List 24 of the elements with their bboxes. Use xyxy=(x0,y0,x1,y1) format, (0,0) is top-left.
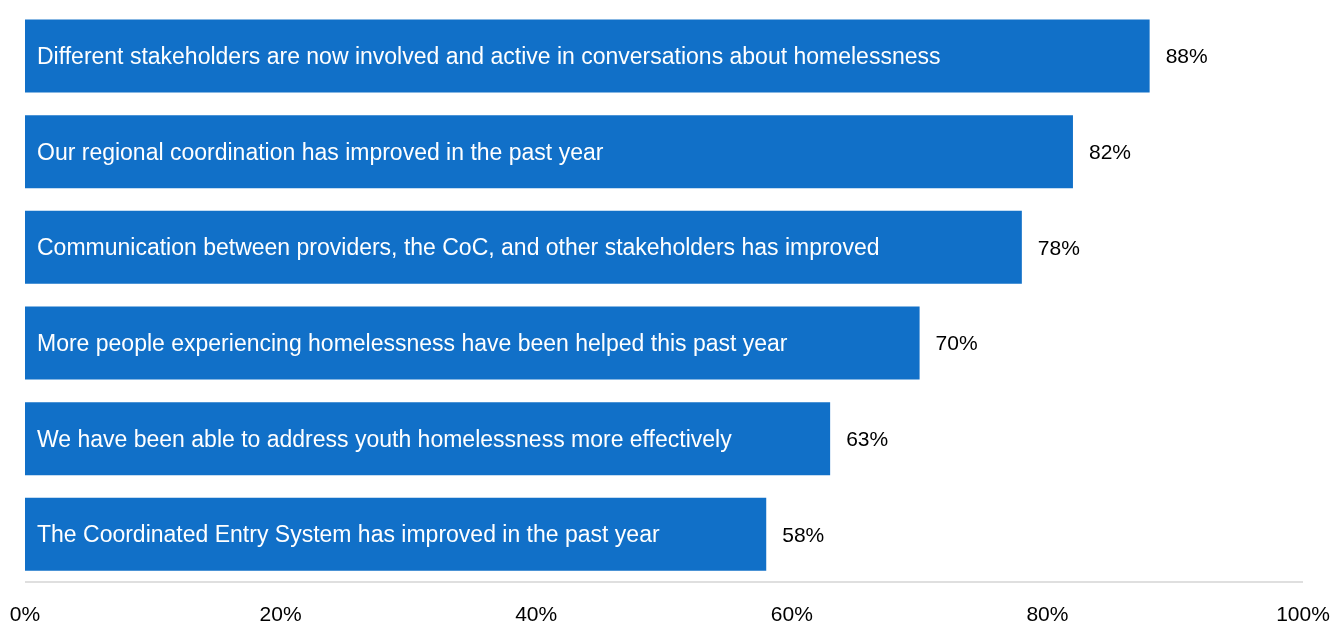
bar xyxy=(25,19,1150,93)
x-tick-label: 20% xyxy=(259,601,302,625)
x-tick-label: 60% xyxy=(770,601,813,625)
x-tick-label: 100% xyxy=(1276,601,1330,625)
x-tick-label: 80% xyxy=(1026,601,1069,625)
data-label: 63% xyxy=(846,427,889,451)
y-tick-label: The Coordinated Entry System has improved in the past year xyxy=(37,521,660,548)
y-tick-label: Communication between providers, the CoC, and other stakeholders has improved xyxy=(37,234,880,261)
bar xyxy=(25,210,1022,284)
x-tick-label: 0% xyxy=(9,601,41,625)
bar xyxy=(25,402,831,476)
bar xyxy=(25,115,1073,189)
data-label: 82% xyxy=(1088,140,1131,164)
data-label: 78% xyxy=(1037,235,1080,259)
y-tick-label: We have been able to address youth homelessness more effectively xyxy=(37,425,733,452)
y-tick-label: Different stakeholders are now involved and active in conversations about homelessness xyxy=(37,42,941,69)
data-label: 70% xyxy=(935,331,978,355)
y-tick-label: More people experiencing homelessness have been helped this past year xyxy=(37,329,788,356)
data-label: 88% xyxy=(1165,44,1208,68)
data-label: 58% xyxy=(782,522,825,546)
bar xyxy=(25,306,920,380)
bar xyxy=(25,497,767,571)
y-tick-label: Our regional coordination has improved in the past year xyxy=(37,138,604,165)
x-tick-label: 40% xyxy=(515,601,558,625)
